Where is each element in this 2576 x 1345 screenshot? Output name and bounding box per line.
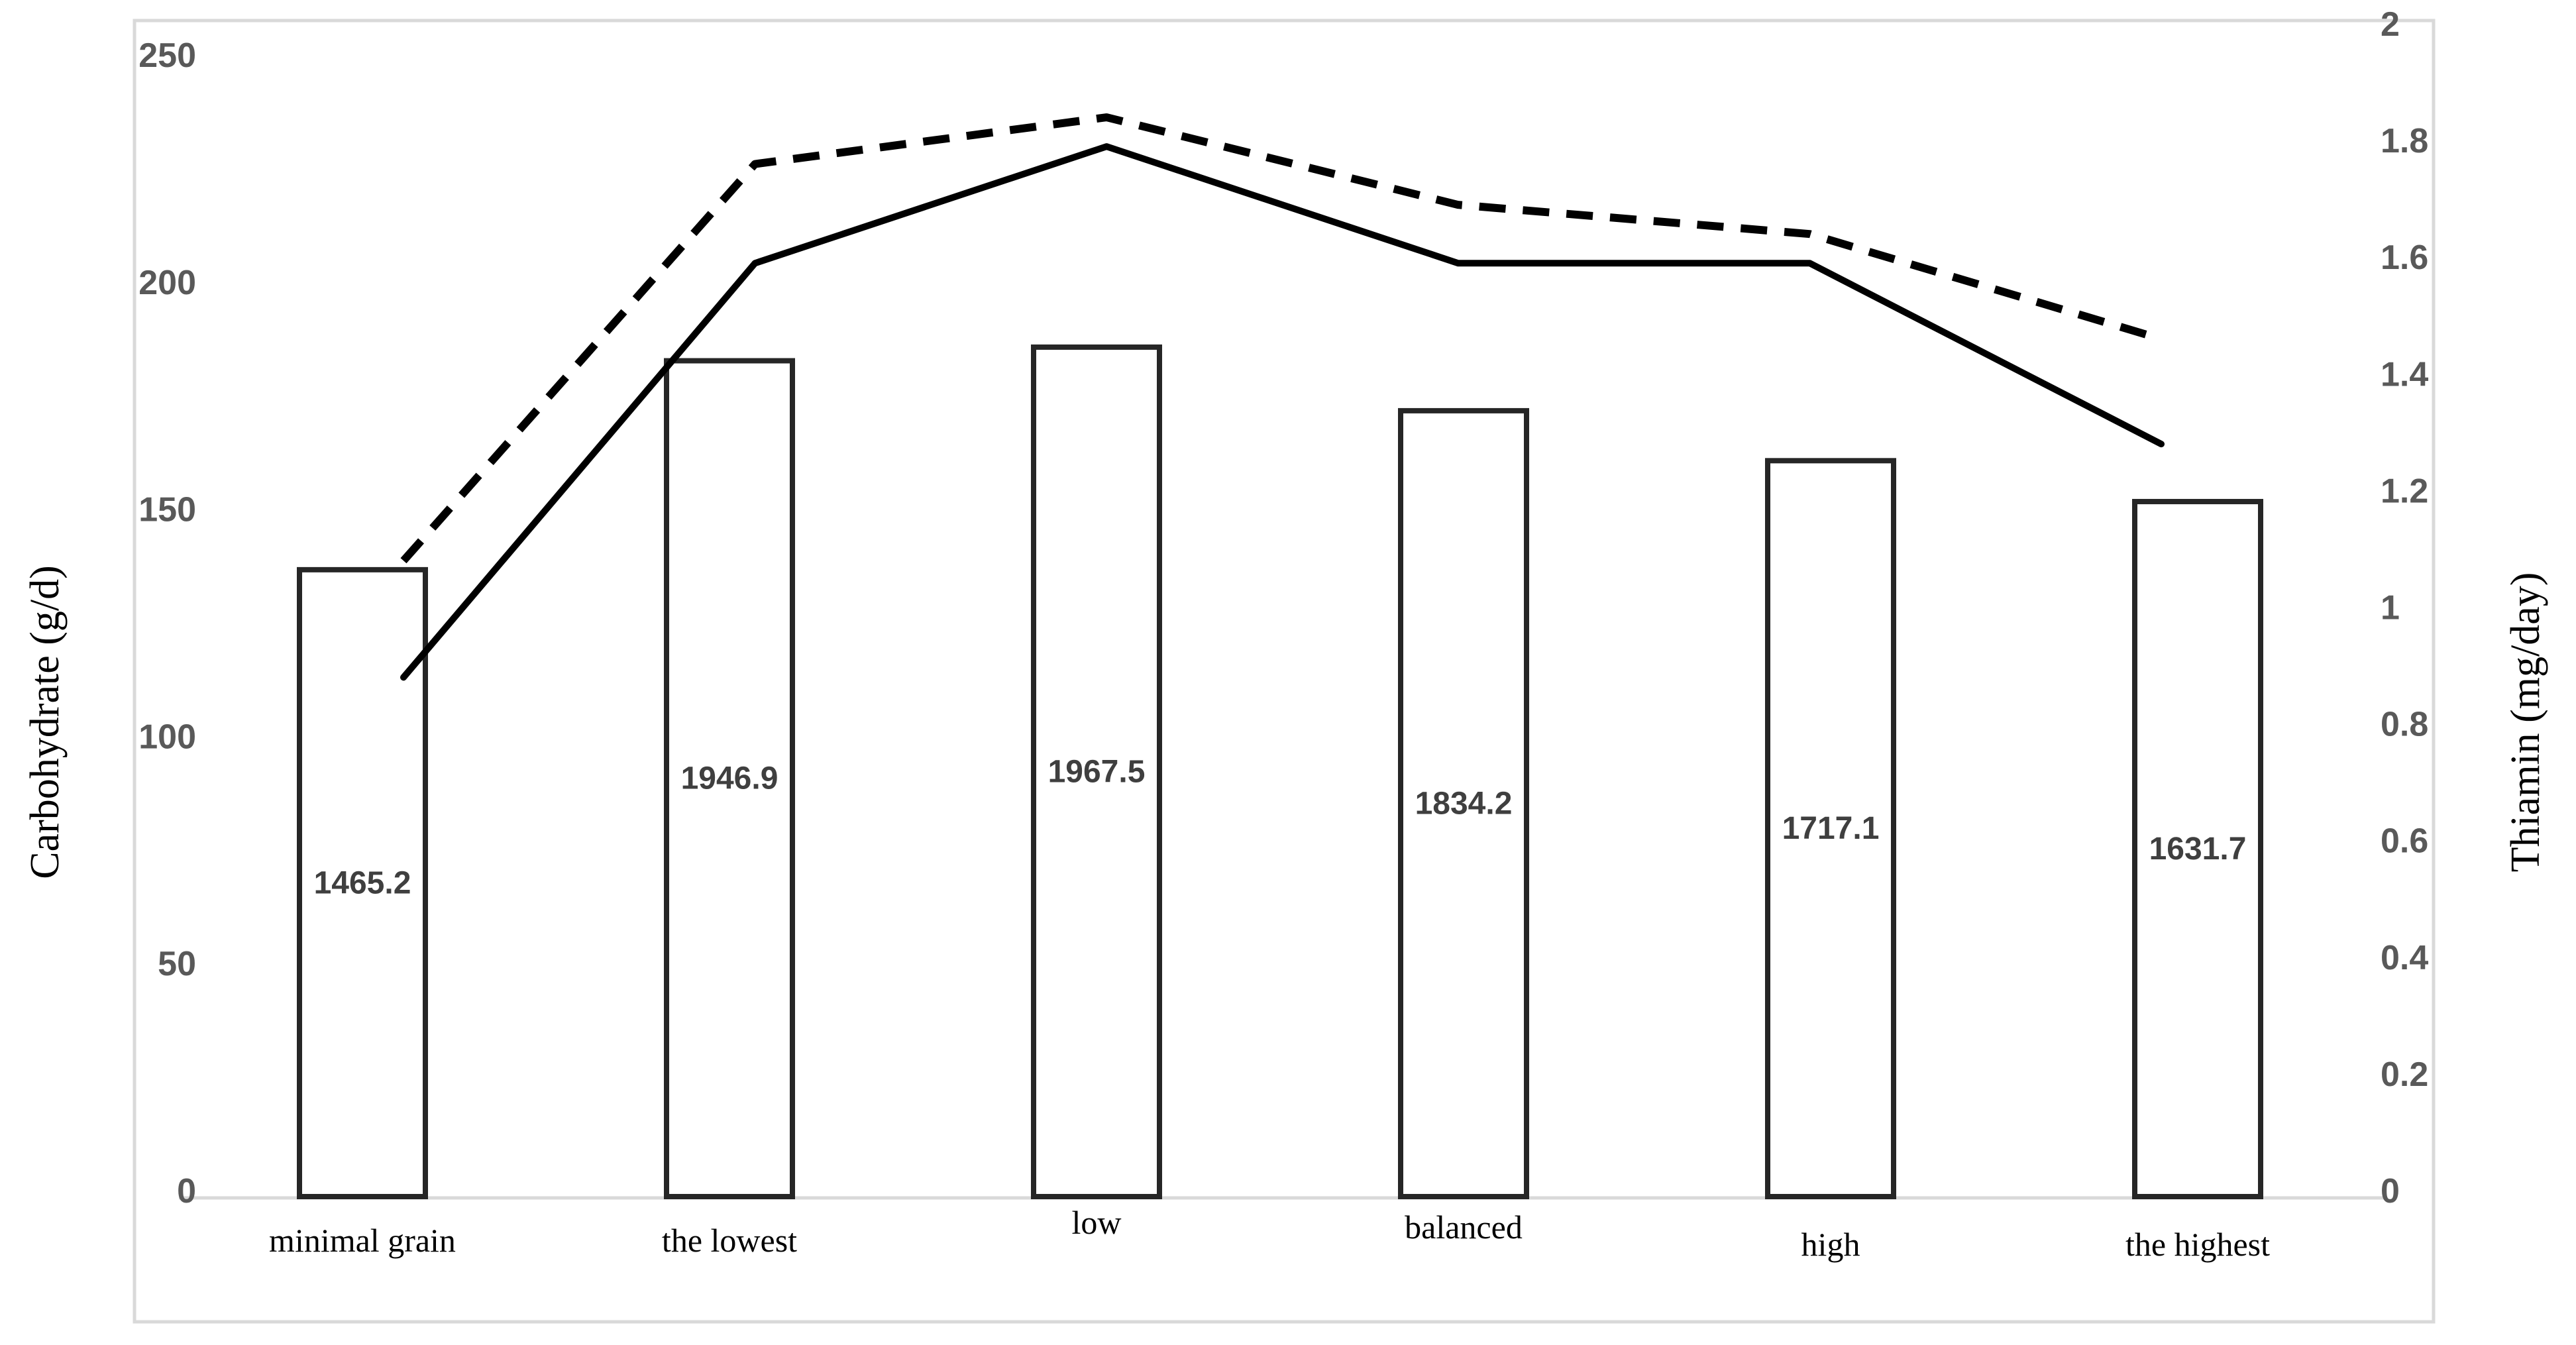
left-axis-tick-label: 100 [138, 718, 196, 756]
left-axis-tick-label: 200 [138, 264, 196, 302]
bar [1398, 407, 1529, 1199]
bar-value-label: 1946.9 [681, 761, 778, 796]
bar [1765, 458, 1896, 1199]
category-label: balanced [1405, 1209, 1523, 1246]
right-axis-tick-label: 0.6 [2381, 822, 2428, 861]
left-axis-title: Carbohydrate (g/d) [23, 565, 68, 879]
right-axis-tick-label: 1.8 [2381, 122, 2428, 160]
bar-value-label: 1631.7 [2149, 832, 2247, 867]
right-axis-tick-label: 1 [2381, 589, 2400, 627]
right-axis-tick-label: 0 [2381, 1172, 2400, 1210]
solid-line [400, 143, 2165, 681]
category-label: minimal grain [269, 1222, 456, 1259]
right-axis-tick-label: 1.6 [2381, 239, 2428, 277]
category-label: the highest [2125, 1226, 2270, 1263]
bar [664, 358, 795, 1199]
bar-value-label: 1717.1 [1782, 811, 1880, 846]
category-label: the lowest [662, 1222, 797, 1259]
left-axis-tick-label: 50 [158, 945, 196, 983]
right-axis-tick-label: 2 [2381, 5, 2400, 44]
dashed-line [400, 113, 2163, 564]
right-axis-title: Thiamin (mg/day) [2503, 572, 2548, 873]
right-axis-tick-label: 0.2 [2381, 1055, 2428, 1094]
bar-value-label: 1967.5 [1048, 754, 1146, 789]
left-axis-tick-label: 0 [177, 1172, 196, 1210]
right-axis-tick-label: 0.4 [2381, 939, 2428, 977]
bar [1031, 344, 1162, 1199]
bar-value-label: 1465.2 [314, 865, 411, 900]
right-axis-tick-label: 0.8 [2381, 706, 2428, 744]
bar [2132, 499, 2263, 1199]
category-label: low [1072, 1204, 1122, 1241]
bar-value-label: 1834.2 [1415, 786, 1513, 821]
chart-border [133, 19, 2436, 1324]
right-axis-tick-label: 1.2 [2381, 472, 2428, 510]
left-axis-tick-label: 250 [138, 36, 196, 75]
right-axis-tick-label: 1.4 [2381, 355, 2428, 394]
left-axis-tick-label: 150 [138, 491, 196, 529]
category-label: high [1801, 1226, 1860, 1263]
